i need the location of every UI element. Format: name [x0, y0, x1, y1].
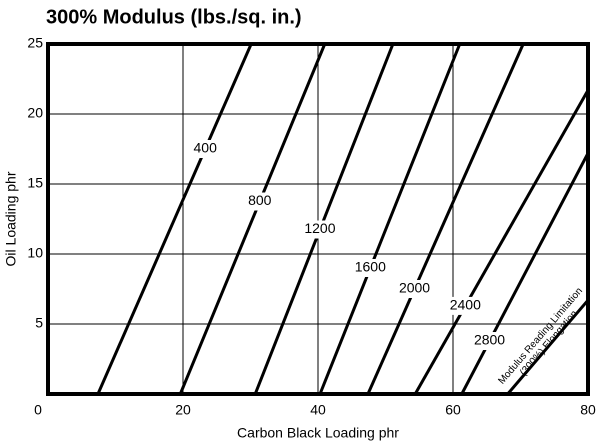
y-tick-label: 10 [27, 245, 43, 261]
label-bg [396, 280, 433, 298]
contour-line [413, 89, 590, 395]
x-axis-label: Carbon Black Loading phr [237, 425, 399, 441]
y-tick-label: 5 [35, 315, 43, 331]
plot-border [46, 42, 590, 396]
contour-label: 2400 [450, 297, 481, 313]
x-tick-label: 60 [445, 402, 461, 418]
contour-label: 2800 [474, 332, 505, 348]
label-bg [447, 296, 484, 315]
contour-line [460, 152, 590, 395]
label-bg [245, 192, 274, 211]
contour-line [253, 43, 395, 395]
contour-label: 1200 [304, 220, 335, 236]
contour-label: 800 [248, 192, 272, 208]
y-tick-label: 20 [27, 105, 43, 121]
x-tick-label: 40 [310, 402, 326, 418]
x-tick-label: 20 [175, 402, 191, 418]
y-tick-label: 15 [27, 175, 43, 191]
contour-line [366, 43, 525, 395]
x-tick-label: 0 [34, 402, 42, 418]
label-bg [352, 259, 389, 277]
chart-title: 300% Modulus (lbs./sq. in.) [46, 6, 302, 28]
label-bg [191, 140, 220, 158]
contour-line [96, 43, 253, 395]
label-bg [301, 220, 338, 239]
label-bg [471, 332, 508, 351]
y-tick-label: 25 [27, 35, 43, 51]
contour-line [506, 299, 590, 395]
contour-label: 400 [194, 140, 218, 156]
x-tick-label: 80 [580, 402, 596, 418]
contour-label: 1600 [355, 259, 386, 275]
contour-line [178, 43, 327, 395]
y-axis-label: Oil Loading phr [3, 171, 19, 266]
contour-label: 2000 [399, 280, 430, 296]
contour-line [318, 43, 462, 395]
